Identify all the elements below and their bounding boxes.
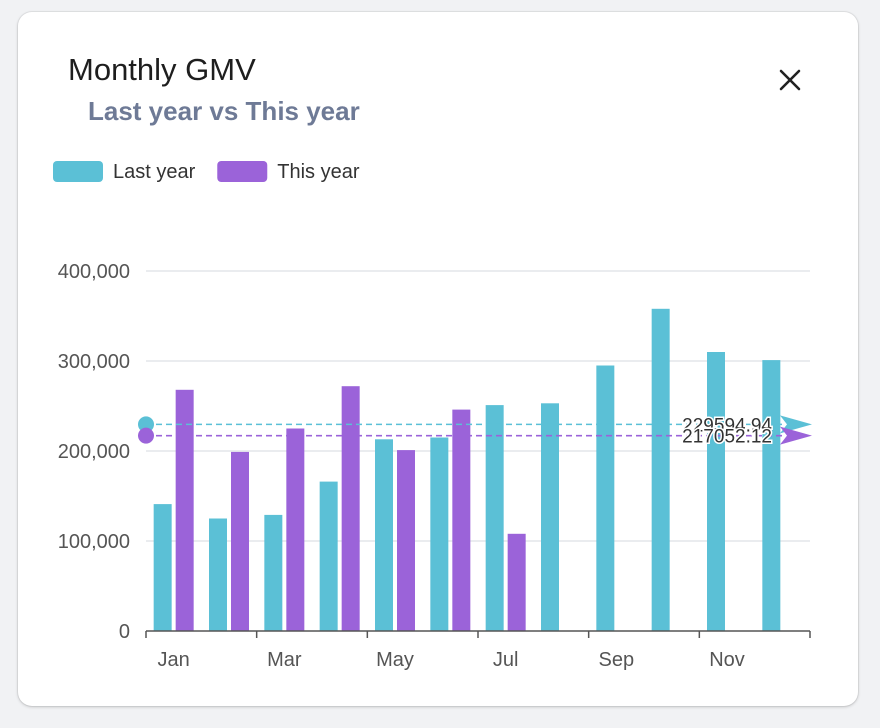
reference-line-arrow xyxy=(780,415,812,434)
bar xyxy=(707,352,725,631)
bar xyxy=(341,386,360,631)
y-tick-label: 200,000 xyxy=(58,441,130,463)
bar xyxy=(209,518,227,631)
bar xyxy=(430,437,449,631)
legend-label: This year xyxy=(277,161,360,183)
x-tick-label: Jul xyxy=(493,649,519,671)
y-tick-label: 0 xyxy=(119,621,130,643)
chart-title: Monthly GMV xyxy=(68,52,256,87)
y-tick-label: 300,000 xyxy=(58,351,130,373)
chart-subtitle: Last year vs This year xyxy=(88,96,360,126)
close-icon[interactable] xyxy=(776,66,804,94)
reference-line-start xyxy=(138,427,154,444)
legend-swatch xyxy=(53,161,103,182)
x-tick-label: May xyxy=(376,649,414,671)
legend-label: Last year xyxy=(113,161,196,183)
bar xyxy=(762,360,781,631)
bar xyxy=(231,451,249,631)
reference-line-start xyxy=(138,416,154,433)
bar xyxy=(375,439,393,631)
bar xyxy=(175,389,194,631)
x-tick-label: Sep xyxy=(599,649,635,671)
bar xyxy=(541,403,559,631)
bar xyxy=(485,405,504,631)
x-tick-label: Mar xyxy=(267,649,302,671)
bar xyxy=(651,308,670,631)
bar xyxy=(507,533,526,631)
bar xyxy=(286,428,305,631)
reference-line-arrow xyxy=(780,426,812,445)
reference-line-label: 217052.12 xyxy=(682,427,772,448)
y-tick-label: 400,000 xyxy=(58,261,130,283)
bar xyxy=(153,504,172,631)
bar xyxy=(319,481,338,631)
bar xyxy=(397,450,415,631)
legend-swatch xyxy=(217,161,268,182)
bar xyxy=(264,514,283,631)
y-tick-label: 100,000 xyxy=(58,531,130,553)
bar xyxy=(452,409,471,631)
bar xyxy=(596,365,615,631)
reference-line-label: 229594.94 xyxy=(682,415,772,436)
x-tick-label: Nov xyxy=(709,649,745,671)
x-tick-label: Jan xyxy=(158,649,190,671)
